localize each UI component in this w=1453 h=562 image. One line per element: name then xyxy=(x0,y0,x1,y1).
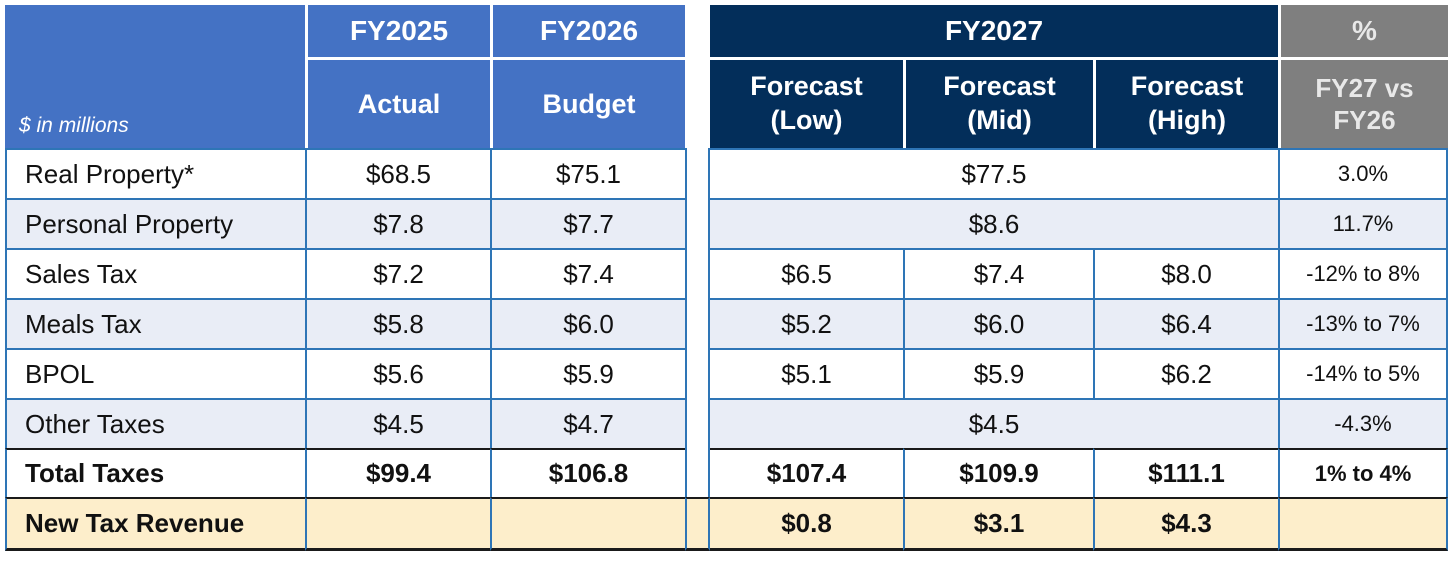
cell-pct: -4.3% xyxy=(1278,398,1448,448)
cell-pct: -13% to 7% xyxy=(1278,298,1448,348)
cell-fy25: $7.8 xyxy=(305,198,490,248)
cell-fy26: $4.7 xyxy=(490,398,685,448)
row-label: Sales Tax xyxy=(5,248,305,298)
col-header-fy2025: FY2025 xyxy=(305,5,490,57)
cell-total-high: $111.1 xyxy=(1093,448,1278,497)
col-header-percent: % xyxy=(1278,5,1448,57)
cell-fy26: $7.4 xyxy=(490,248,685,298)
cell-forecast-high: $8.0 xyxy=(1093,248,1278,298)
cell-fy26: $75.1 xyxy=(490,148,685,198)
cell-total-fy26: $106.8 xyxy=(490,448,685,497)
row-label: BPOL xyxy=(5,348,305,398)
cell-fy27-merged: $77.5 xyxy=(710,148,1278,198)
cell-total-low: $107.4 xyxy=(710,448,903,497)
cell-forecast-mid: $5.9 xyxy=(903,348,1093,398)
cell-fy25: $68.5 xyxy=(305,148,490,198)
col-header-fy2026: FY2026 xyxy=(490,5,685,57)
row-label: Real Property* xyxy=(5,148,305,198)
row-label: Meals Tax xyxy=(5,298,305,348)
subheader-forecast-mid: Forecast (Mid) xyxy=(903,57,1093,148)
cell-fy26: $6.0 xyxy=(490,298,685,348)
subheader-fy27-vs-fy26: FY27 vs FY26 xyxy=(1278,57,1448,148)
cell-forecast-mid: $7.4 xyxy=(903,248,1093,298)
cell-fy27-merged: $8.6 xyxy=(710,198,1278,248)
cell-pct: 3.0% xyxy=(1278,148,1448,198)
row-label: Other Taxes xyxy=(5,398,305,448)
tax-revenue-table: $ in millions FY2025 FY2026 FY2027 % Act… xyxy=(5,5,1448,551)
cell-new-fy26-empty xyxy=(490,497,685,551)
cell-forecast-low: $5.2 xyxy=(710,298,903,348)
cell-total-fy25: $99.4 xyxy=(305,448,490,497)
cell-forecast-high: $6.2 xyxy=(1093,348,1278,398)
cell-forecast-low: $6.5 xyxy=(710,248,903,298)
total-row-label: Total Taxes xyxy=(5,448,305,497)
cell-pct: -14% to 5% xyxy=(1278,348,1448,398)
cell-new-high: $4.3 xyxy=(1093,497,1278,551)
subheader-forecast-high: Forecast (High) xyxy=(1093,57,1278,148)
row-label: Personal Property xyxy=(5,198,305,248)
gap-highlight-cell xyxy=(685,497,710,551)
cell-forecast-high: $6.4 xyxy=(1093,298,1278,348)
subheader-budget: Budget xyxy=(490,57,685,148)
cell-fy27-merged: $4.5 xyxy=(710,398,1278,448)
cell-fy25: $5.6 xyxy=(305,348,490,398)
cell-forecast-low: $5.1 xyxy=(710,348,903,398)
cell-fy25: $7.2 xyxy=(305,248,490,298)
cell-new-pct-empty xyxy=(1278,497,1448,551)
cell-fy25: $5.8 xyxy=(305,298,490,348)
cell-new-low: $0.8 xyxy=(710,497,903,551)
cell-total-pct: 1% to 4% xyxy=(1278,448,1448,497)
new-revenue-row-label: New Tax Revenue xyxy=(5,497,305,551)
cell-fy26: $7.7 xyxy=(490,198,685,248)
cell-fy25: $4.5 xyxy=(305,398,490,448)
cell-forecast-mid: $6.0 xyxy=(903,298,1093,348)
cell-pct: -12% to 8% xyxy=(1278,248,1448,298)
cell-new-mid: $3.1 xyxy=(903,497,1093,551)
cell-fy26: $5.9 xyxy=(490,348,685,398)
table-gap-divider xyxy=(685,148,710,497)
units-note: $ in millions xyxy=(5,5,305,148)
subheader-forecast-low: Forecast (Low) xyxy=(710,57,903,148)
subheader-actual: Actual xyxy=(305,57,490,148)
col-header-fy2027: FY2027 xyxy=(710,5,1278,57)
cell-pct: 11.7% xyxy=(1278,198,1448,248)
cell-total-mid: $109.9 xyxy=(903,448,1093,497)
cell-new-fy25-empty xyxy=(305,497,490,551)
